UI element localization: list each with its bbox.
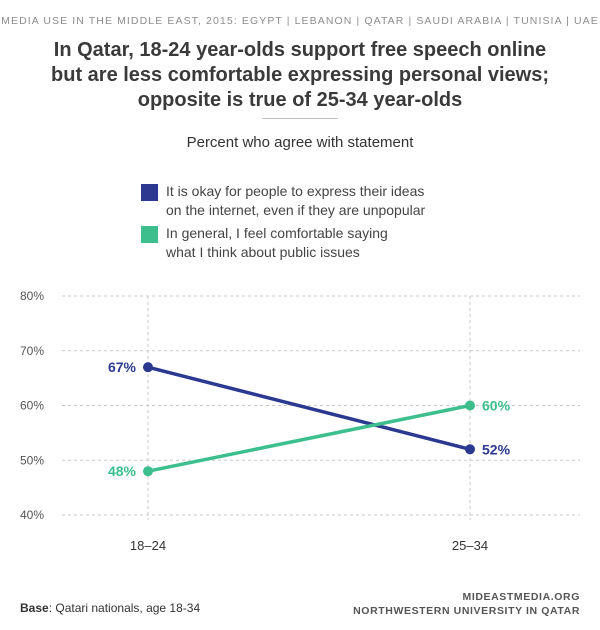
chart-title: In Qatar, 18-24 year-olds support free s… [20,38,580,113]
y-tick-label: 70% [20,344,44,358]
legend-label-series-2-line-1: In general, I feel comfortable saying [166,225,388,241]
data-point [143,362,153,373]
title-line-3: opposite is true of 25-34 year-olds [137,89,463,111]
data-point [143,466,153,477]
base-note-label: Base [20,601,49,615]
data-label: 52% [482,441,511,457]
series-line-2 [146,403,472,473]
source-credit: MIDEASTMEDIA.ORG NORTHWESTERN UNIVERSITY… [353,590,580,618]
legend-label-series-2: In general, I feel comfortable saying wh… [166,224,466,262]
title-line-2: but are less comfortable expressing pers… [51,64,549,86]
legend-item-series-2: In general, I feel comfortable saying wh… [141,224,466,262]
data-label: 48% [108,463,137,479]
title-line-1: In Qatar, 18-24 year-olds support free s… [53,39,547,61]
legend-label-series-2-line-2: what I think about public issues [166,244,360,260]
x-tick-label: 25–34 [452,538,488,553]
x-tick-label: 18–24 [130,538,166,553]
data-label: 60% [482,398,511,414]
source-credit-line-2: NORTHWESTERN UNIVERSITY IN QATAR [353,605,580,617]
y-tick-label: 50% [20,453,44,467]
legend-item-series-1: It is okay for people to express their i… [141,182,466,220]
source-credit-line-1: MIDEASTMEDIA.ORG [462,591,580,603]
series-line-1 [146,365,472,452]
base-note-text: : Qatari nationals, age 18-34 [48,601,201,615]
y-tick-label: 40% [20,508,44,522]
data-label: 67% [108,359,137,375]
kicker-text: MEDIA USE IN THE MIDDLE EAST, 2015: EGYP… [1,15,599,27]
legend-label-series-1-line-2: on the internet, even if they are unpopu… [166,202,426,218]
y-tick-label: 80% [20,289,44,303]
data-point [465,400,475,411]
base-note: Base: Qatari nationals, age 18-34 [20,601,200,615]
title-divider [262,118,338,119]
data-point [465,444,475,455]
legend-swatch-series-1 [141,184,158,201]
chart-subtitle: Percent who agree with statement [186,134,414,151]
legend-label-series-1-line-1: It is okay for people to express their i… [166,183,425,199]
legend-label-series-1: It is okay for people to express their i… [166,182,466,220]
legend-swatch-series-2 [141,226,158,243]
y-tick-label: 60% [20,399,44,413]
